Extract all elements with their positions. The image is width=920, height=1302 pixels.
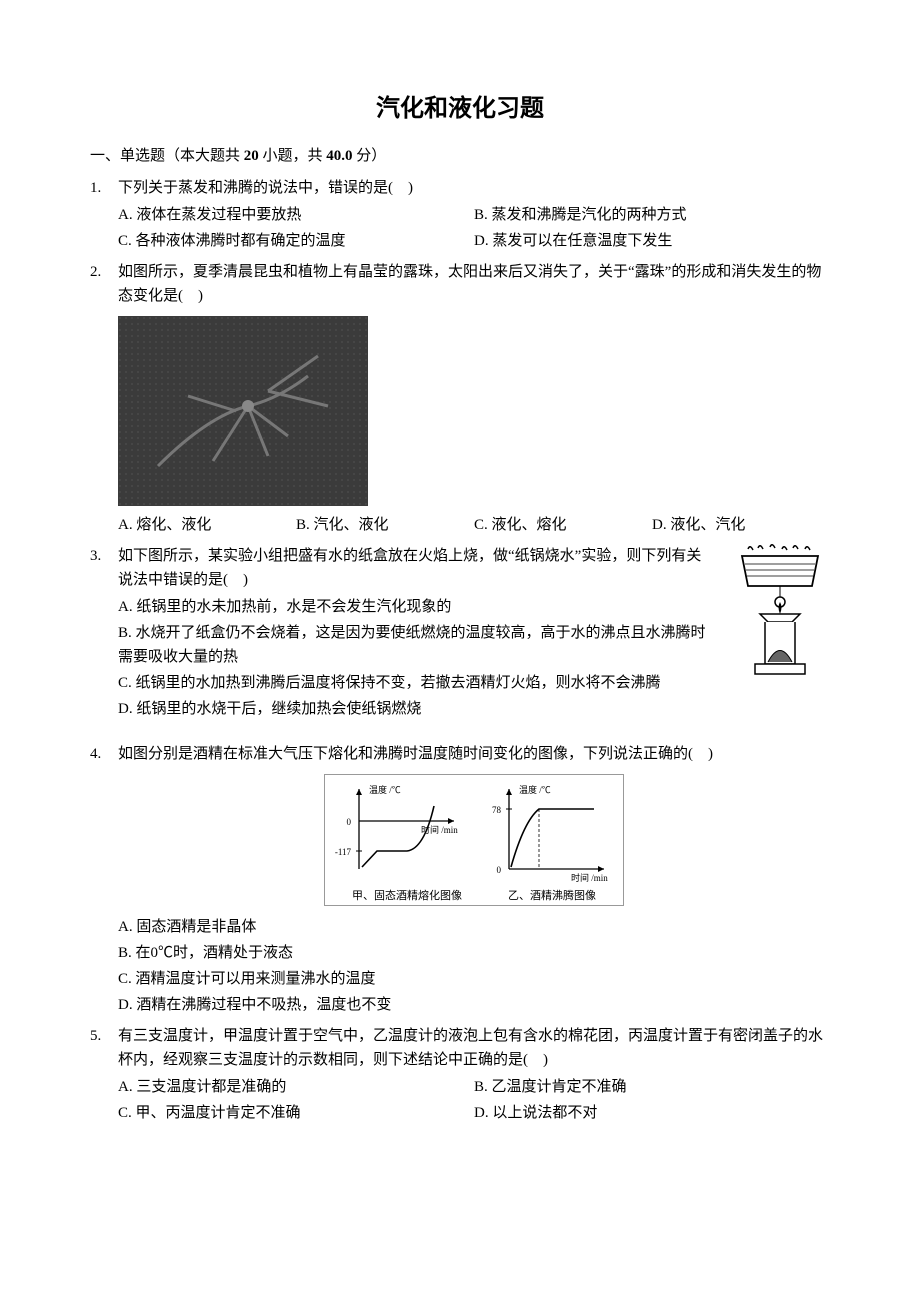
q1-options: A. 液体在蒸发过程中要放热 B. 蒸发和沸腾是汽化的两种方式 C. 各种液体沸… (118, 202, 830, 254)
question-5: 5. 有三支温度计，甲温度计置于空气中，乙温度计的液泡上包有含水的棉花团，丙温度… (90, 1024, 830, 1126)
q2-opt-c: C. 液化、熔化 (474, 512, 652, 538)
q5-options: A. 三支温度计都是准确的 B. 乙温度计肯定不准确 C. 甲、丙温度计肯定不准… (118, 1074, 830, 1126)
q5-opt-c: C. 甲、丙温度计肯定不准确 (118, 1100, 474, 1126)
question-1: 1. 下列关于蒸发和沸腾的说法中，错误的是( ) A. 液体在蒸发过程中要放热 … (90, 176, 830, 254)
q5-number: 5. (90, 1024, 118, 1048)
q4-opt-a: A. 固态酒精是非晶体 (118, 914, 830, 940)
q4-number: 4. (90, 742, 118, 766)
section-count: 20 (244, 148, 259, 164)
q5-opt-b: B. 乙温度计肯定不准确 (474, 1074, 830, 1100)
q3-number: 3. (90, 544, 118, 568)
page-title: 汽化和液化习题 (90, 90, 830, 128)
q2-options: A. 熔化、液化 B. 汽化、液化 C. 液化、熔化 D. 液化、汽化 (118, 512, 830, 538)
q1-opt-a: A. 液体在蒸发过程中要放热 (118, 202, 474, 228)
paper-pot-image (730, 544, 830, 684)
q3-stem: 如下图所示，某实验小组把盛有水的纸盒放在火焰上烧，做“纸锅烧水”实验，则下列有关… (118, 544, 715, 592)
q2-opt-a: A. 熔化、液化 (118, 512, 296, 538)
q4-right-ylabel: 温度 /℃ (519, 784, 551, 795)
q3-opt-c: C. 纸锅里的水加热到沸腾后温度将保持不变，若撤去酒精灯火焰，则水将不会沸腾 (118, 670, 715, 696)
q4-opt-b: B. 在0℃时，酒精处于液态 (118, 940, 830, 966)
question-4: 4. 如图分别是酒精在标准大气压下熔化和沸腾时温度随时间变化的图像，下列说法正确… (90, 742, 830, 1018)
q3-options: A. 纸锅里的水未加热前，水是不会发生汽化现象的 B. 水烧开了纸盒仍不会烧着，… (118, 594, 715, 722)
section-mid: 小题，共 (259, 148, 327, 164)
q4-left-caption: 甲、固态酒精熔化图像 (352, 888, 462, 906)
q1-number: 1. (90, 176, 118, 200)
q1-opt-b: B. 蒸发和沸腾是汽化的两种方式 (474, 202, 830, 228)
q4-opt-d: D. 酒精在沸腾过程中不吸热，温度也不变 (118, 992, 830, 1018)
q3-opt-a: A. 纸锅里的水未加热前，水是不会发生汽化现象的 (118, 594, 715, 620)
q2-number: 2. (90, 260, 118, 284)
q2-opt-d: D. 液化、汽化 (652, 512, 830, 538)
q3-opt-b: B. 水烧开了纸盒仍不会烧着，这是因为要使纸燃烧的温度较高，高于水的沸点且水沸腾… (118, 620, 715, 670)
q5-stem: 有三支温度计，甲温度计置于空气中，乙温度计的液泡上包有含水的棉花团，丙温度计置于… (118, 1024, 830, 1072)
q5-opt-a: A. 三支温度计都是准确的 (118, 1074, 474, 1100)
q1-opt-c: C. 各种液体沸腾时都有确定的温度 (118, 228, 474, 254)
q4-left-melt: -117 (335, 847, 352, 857)
q4-left-zero: 0 (347, 817, 352, 827)
q4-stem: 如图分别是酒精在标准大气压下熔化和沸腾时温度随时间变化的图像，下列说法正确的( … (118, 742, 830, 766)
q2-stem: 如图所示，夏季清晨昆虫和植物上有晶莹的露珠，太阳出来后又消失了，关于“露珠”的形… (118, 260, 830, 308)
q4-options: A. 固态酒精是非晶体 B. 在0℃时，酒精处于液态 C. 酒精温度计可以用来测… (118, 914, 830, 1018)
q1-opt-d: D. 蒸发可以在任意温度下发生 (474, 228, 830, 254)
q4-captions: 甲、固态酒精熔化图像 乙、酒精沸腾图像 (329, 888, 619, 906)
q1-stem: 下列关于蒸发和沸腾的说法中，错误的是( ) (118, 176, 830, 200)
page: 汽化和液化习题 一、单选题（本大题共 20 小题，共 40.0 分） 1. 下列… (0, 0, 920, 1302)
q4-opt-c: C. 酒精温度计可以用来测量沸水的温度 (118, 966, 830, 992)
dew-insect-image (118, 316, 368, 506)
q4-figure: 温度 /℃ 时间 /min 0 -117 温度 /℃ 时间 (324, 774, 624, 906)
q4-right-xlabel: 时间 /min (571, 872, 608, 883)
section-tail: 分） (353, 148, 387, 164)
q5-opt-d: D. 以上说法都不对 (474, 1100, 830, 1126)
q4-right-zero: 0 (497, 865, 502, 875)
q3-opt-d: D. 纸锅里的水烧干后，继续加热会使纸锅燃烧 (118, 696, 715, 722)
q4-left-ylabel: 温度 /℃ (369, 784, 401, 795)
question-2: 2. 如图所示，夏季清晨昆虫和植物上有晶莹的露珠，太阳出来后又消失了，关于“露珠… (90, 260, 830, 538)
section-label: 一、单选题（本大题共 (90, 148, 244, 164)
section-header: 一、单选题（本大题共 20 小题，共 40.0 分） (90, 144, 830, 168)
section-points: 40.0 (326, 148, 352, 164)
q2-figure (118, 316, 830, 506)
q2-opt-b: B. 汽化、液化 (296, 512, 474, 538)
q3-figure (730, 544, 830, 684)
alcohol-charts: 温度 /℃ 时间 /min 0 -117 温度 /℃ 时间 (329, 781, 619, 886)
q4-right-boil: 78 (492, 805, 502, 815)
q4-right-caption: 乙、酒精沸腾图像 (508, 888, 596, 906)
question-3: 3. 如下图所示，某实验小组把盛有水的纸盒放在火焰上烧，做“纸锅烧水”实验，则下… (90, 544, 830, 722)
